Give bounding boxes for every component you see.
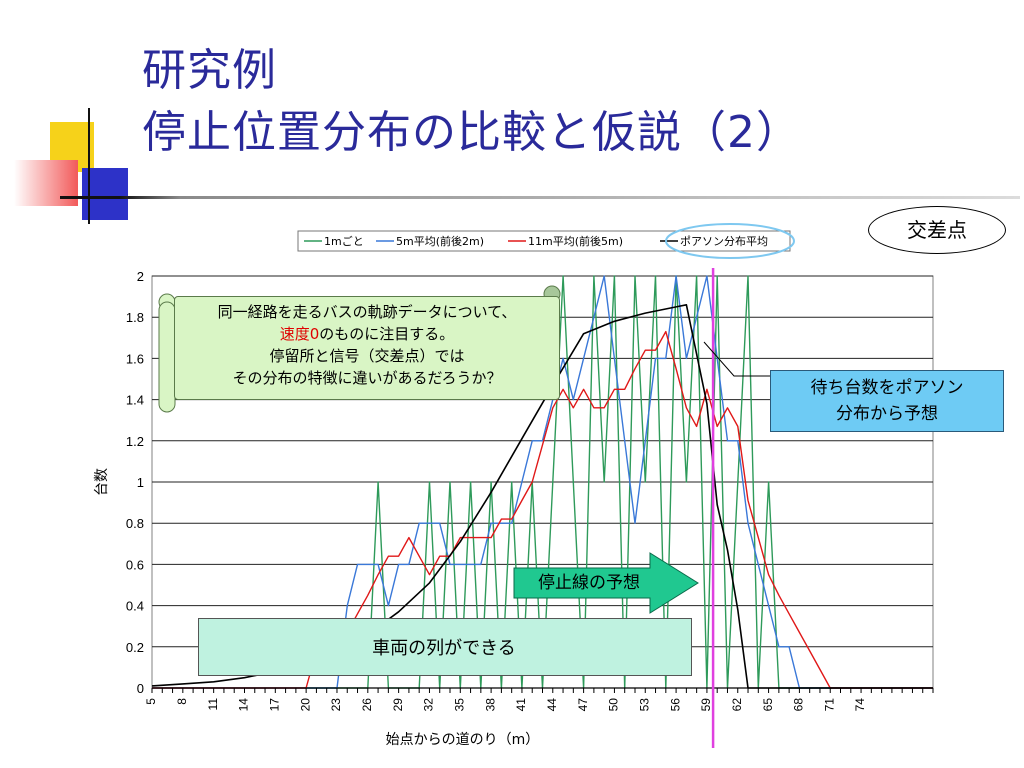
overlay-layer (158, 268, 770, 748)
series-line-2 (152, 330, 933, 689)
x-tick-label: 47 (576, 698, 590, 712)
legend-label-1: 5m平均(前後2m) (396, 234, 484, 248)
callout-line-2: 分布から予想 (836, 404, 938, 424)
y-tick-label: 0.6 (126, 557, 144, 572)
crossing-label: 交差点 (868, 206, 1006, 254)
callout-leader (703, 341, 770, 377)
x-tick-label: 23 (329, 698, 343, 712)
title-line-2: 停止位置分布の比較と仮説（2） (142, 107, 801, 158)
legend-box (297, 230, 791, 252)
x-tick-label: 41 (514, 698, 528, 712)
x-tick-label: 11 (206, 698, 220, 711)
y-tick-label: 2 (137, 269, 144, 284)
x-tick-label: 35 (452, 698, 466, 712)
y-axis-label: 台数 (94, 468, 110, 496)
queue-box (198, 618, 692, 676)
x-tick-label: 5 (144, 698, 158, 705)
x-tick-label: 68 (792, 698, 806, 712)
x-tick-label: 29 (391, 698, 405, 712)
stopline-label: 停止線の予想 (538, 573, 640, 593)
x-tick-label: 8 (175, 698, 189, 705)
x-tick-label: 20 (298, 698, 312, 712)
y-tick-label: 0.4 (126, 599, 144, 614)
x-tick-label: 71 (822, 698, 836, 712)
legend-label-3: ポアソン分布平均 (680, 235, 768, 248)
bubble-highlight: 速度0 (279, 325, 320, 343)
x-tick-label: 14 (237, 698, 251, 712)
x-tick-label: 65 (761, 698, 775, 712)
x-tick-label: 44 (545, 698, 559, 712)
title-line-1: 研究例 (142, 45, 277, 96)
bubble-line-3: 停留所と信号（交差点）では (269, 347, 465, 365)
x-tick-label: 17 (267, 698, 281, 712)
page-title: 研究例 停止位置分布の比較と仮説（2） (142, 40, 801, 164)
legend-highlight-ellipse (665, 223, 795, 259)
y-tick-label: 0 (137, 681, 144, 696)
axis-layer: 0 0.2 0.4 0.6 0.8 1 1.2 1.4 1.6 1.8 2 5 8 11 14 17 20 23 2… (94, 269, 934, 748)
decor-horizontal-line (60, 196, 1020, 199)
y-tick-label: 1.2 (126, 434, 144, 449)
legend-label-2: 11m平均(前後5m) (528, 234, 623, 248)
scroll-roll-left (158, 301, 176, 413)
y-tick-label: 0.2 (126, 640, 144, 655)
x-tick-label: 59 (699, 698, 713, 712)
queue-label: 車両の列ができる (372, 638, 516, 659)
decor-vertical-line (88, 108, 90, 224)
bubble-line-1: 同一経路を走るバスの軌跡データについて、 (217, 303, 517, 321)
x-tick-label: 74 (853, 698, 867, 712)
x-tick-label: 26 (360, 698, 374, 712)
stopline-arrow (513, 552, 699, 614)
bubble-line-4: その分布の特徴に違いがあるだろうか？ (232, 369, 502, 387)
y-tick-label: 1.6 (126, 351, 144, 366)
bubble-line-2-rest: のものに注目する。 (319, 325, 455, 343)
y-tick-label: 1 (137, 475, 144, 490)
legend: 1mごと 5m平均(前後2m) 11m平均(前後5m) ポアソン分布平均 (297, 223, 795, 259)
x-tick-label: 62 (730, 698, 744, 712)
legend-label-0: 1mごと (324, 234, 364, 248)
callout-line-1: 待ち台数をポアソン (810, 378, 964, 398)
x-tick-label: 53 (637, 698, 651, 712)
x-axis-label: 始点からの道のり（m） (386, 732, 540, 748)
x-tick-label: 50 (607, 698, 621, 712)
bubble-line-2: 速度0のものに注目する。 (175, 323, 559, 345)
x-tick-label: 38 (483, 698, 497, 712)
y-tick-label: 1.8 (126, 310, 144, 325)
x-tick-label: 32 (422, 698, 436, 712)
x-tick-label: 56 (668, 698, 682, 712)
note-bubble: 同一経路を走るバスの軌跡データについて、 速度0のものに注目する。 停留所と信号… (174, 296, 560, 400)
y-tick-label: 1.4 (126, 393, 144, 408)
y-tick-label: 0.8 (126, 516, 144, 531)
series-line-1 (152, 275, 933, 689)
poisson-callout: 待ち台数をポアソン 分布から予想 (770, 370, 1004, 432)
